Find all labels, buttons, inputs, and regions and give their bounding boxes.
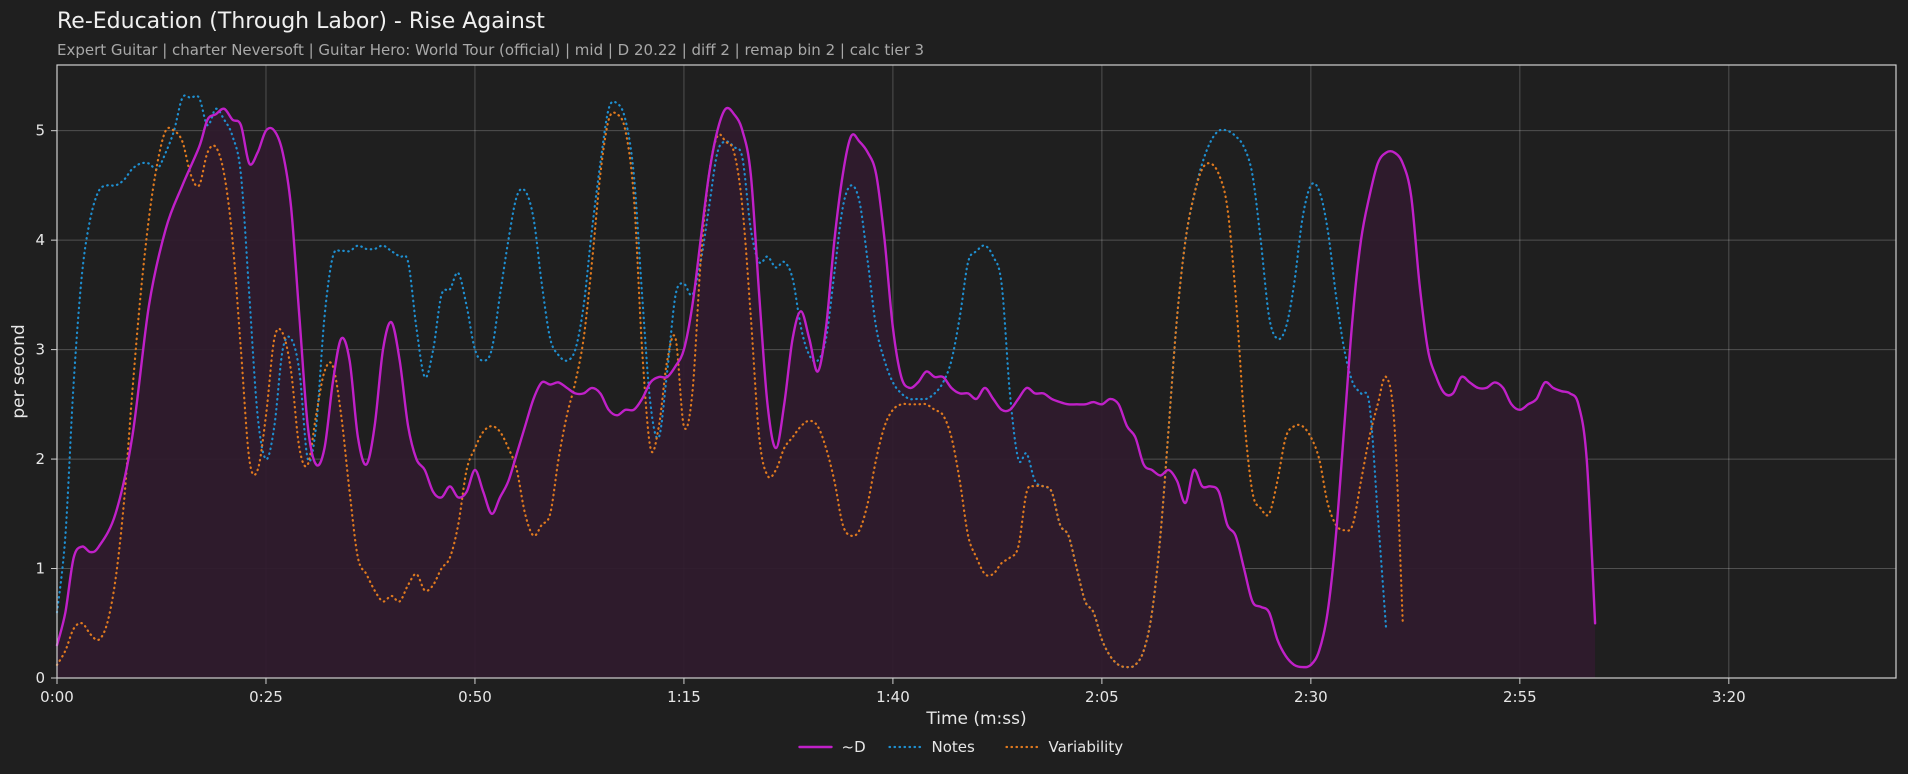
legend-item-d: ~D: [798, 738, 866, 756]
y-tick-label: 4: [35, 231, 45, 249]
plot-area-frame: [56, 64, 1897, 679]
legend-item-variability: Variability: [1005, 738, 1124, 756]
y-axis-label: per second: [9, 324, 29, 418]
series-line-d: [55, 106, 1597, 669]
y-tick-label: 1: [35, 560, 45, 578]
chart-title: Re-Education (Through Labor) - Rise Agai…: [57, 9, 545, 34]
series-fills: [57, 107, 1596, 679]
legend-label: Variability: [1049, 738, 1124, 756]
x-tick-label: 1:15: [667, 688, 701, 706]
x-tick-label: 2:30: [1294, 688, 1328, 706]
legend-label: ~D: [842, 738, 866, 756]
x-tick-label: 3:20: [1712, 688, 1746, 706]
legend-item-notes: Notes: [888, 738, 976, 756]
x-tick-label: 2:55: [1503, 688, 1537, 706]
y-tick-label: 0: [35, 669, 45, 687]
series-line-variability: [55, 111, 1404, 669]
x-tick-label: 2:05: [1085, 688, 1119, 706]
legend-label: Notes: [932, 738, 976, 756]
x-axis-label: Time (m:ss): [925, 709, 1026, 729]
y-tick-label: 2: [35, 450, 45, 468]
x-tick-label: 0:50: [458, 688, 492, 706]
x-tick-label: 1:40: [876, 688, 910, 706]
x-tick-label: 0:25: [249, 688, 283, 706]
series-lines: [55, 94, 1597, 669]
series-fill-d: [57, 107, 1596, 679]
chart-subtitle: Expert Guitar | charter Neversoft | Guit…: [57, 41, 924, 59]
legend: ~D Notes Variability: [798, 738, 1124, 756]
y-tick-label: 5: [35, 122, 45, 140]
y-axis-ticks: 0 1 2 3 4 5: [35, 122, 57, 687]
x-axis-ticks: 0:00 0:25 0:50 1:15 1:40 2:05 2:30 2:55 3:20: [40, 678, 1746, 706]
y-tick-label: 3: [35, 341, 45, 359]
x-tick-label: 0:00: [40, 688, 74, 706]
